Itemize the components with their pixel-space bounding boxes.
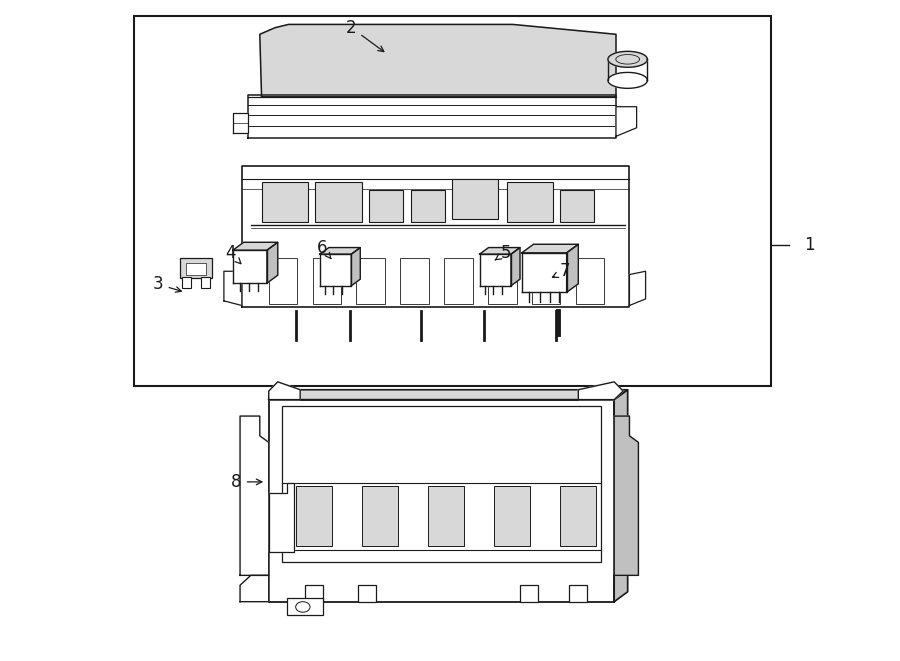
Bar bbox=[262, 182, 308, 222]
Polygon shape bbox=[260, 24, 616, 97]
Polygon shape bbox=[629, 271, 645, 305]
Polygon shape bbox=[608, 52, 647, 67]
Bar bbox=[362, 486, 398, 546]
Bar bbox=[202, 276, 211, 288]
Polygon shape bbox=[616, 106, 636, 136]
Bar bbox=[180, 258, 212, 278]
Polygon shape bbox=[608, 73, 647, 89]
Polygon shape bbox=[233, 113, 248, 133]
Polygon shape bbox=[269, 483, 294, 553]
Text: 7: 7 bbox=[553, 262, 570, 280]
Circle shape bbox=[296, 602, 310, 612]
Polygon shape bbox=[269, 390, 627, 400]
Bar bbox=[507, 182, 554, 222]
Bar bbox=[570, 585, 588, 602]
Bar bbox=[561, 486, 596, 546]
Bar bbox=[400, 258, 429, 304]
Polygon shape bbox=[614, 416, 638, 575]
Polygon shape bbox=[579, 382, 623, 400]
Bar bbox=[304, 585, 322, 602]
Polygon shape bbox=[522, 245, 579, 253]
Polygon shape bbox=[480, 248, 520, 254]
Text: 8: 8 bbox=[231, 473, 262, 491]
Bar bbox=[134, 16, 771, 387]
Text: 2: 2 bbox=[346, 19, 383, 52]
Bar bbox=[576, 258, 604, 304]
Bar bbox=[561, 190, 595, 222]
Polygon shape bbox=[320, 248, 360, 254]
Polygon shape bbox=[511, 248, 520, 286]
Polygon shape bbox=[269, 382, 301, 400]
Polygon shape bbox=[240, 575, 269, 602]
Text: 5: 5 bbox=[495, 244, 511, 262]
Polygon shape bbox=[233, 251, 267, 283]
Polygon shape bbox=[233, 243, 278, 251]
Bar bbox=[428, 486, 464, 546]
Bar bbox=[356, 258, 385, 304]
Bar bbox=[532, 258, 561, 304]
Bar bbox=[182, 276, 191, 288]
Bar bbox=[269, 258, 298, 304]
Text: 6: 6 bbox=[318, 239, 331, 258]
Polygon shape bbox=[480, 254, 511, 286]
Polygon shape bbox=[248, 95, 616, 138]
Bar bbox=[369, 190, 403, 222]
Bar bbox=[444, 258, 472, 304]
Polygon shape bbox=[522, 253, 567, 292]
Bar bbox=[296, 486, 331, 546]
Bar bbox=[312, 258, 341, 304]
Polygon shape bbox=[567, 245, 579, 292]
Bar bbox=[186, 262, 206, 274]
Bar bbox=[315, 182, 362, 222]
Bar bbox=[283, 407, 600, 563]
Polygon shape bbox=[269, 400, 614, 602]
Polygon shape bbox=[242, 166, 629, 307]
Text: 3: 3 bbox=[153, 276, 181, 293]
Bar bbox=[358, 585, 376, 602]
Polygon shape bbox=[320, 254, 351, 286]
Bar bbox=[452, 179, 499, 219]
Polygon shape bbox=[267, 243, 278, 283]
Text: 4: 4 bbox=[225, 244, 241, 264]
Bar bbox=[410, 190, 445, 222]
Polygon shape bbox=[240, 416, 269, 575]
Bar bbox=[287, 598, 322, 615]
Bar bbox=[520, 585, 538, 602]
Polygon shape bbox=[614, 390, 627, 602]
Bar bbox=[488, 258, 517, 304]
Text: 1: 1 bbox=[805, 236, 815, 254]
Bar bbox=[494, 486, 530, 546]
Polygon shape bbox=[351, 248, 360, 286]
Polygon shape bbox=[224, 271, 242, 305]
